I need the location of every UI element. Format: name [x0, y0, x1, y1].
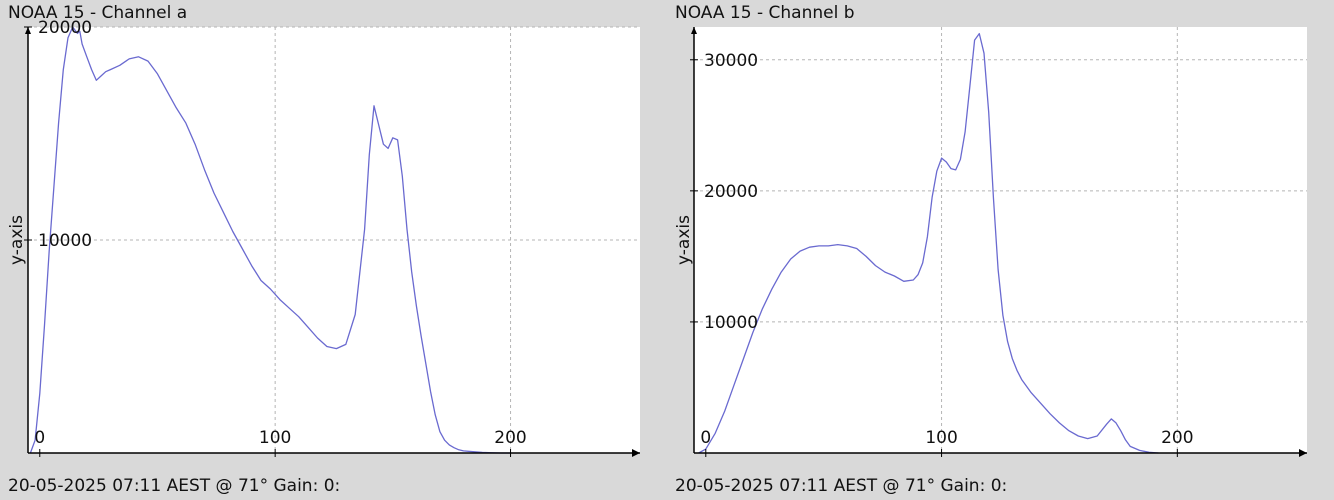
x-axis-arrow [632, 449, 640, 457]
y-tick-label: 30000 [704, 51, 758, 71]
x-tick-label: 200 [1161, 428, 1193, 448]
y-axis-arrow [25, 27, 31, 34]
chart-panel-channel-b: 0 100 200 10000 20000 30000 y-axis NOAA 15 - C… [667, 0, 1334, 500]
plot-area-channel-b: 0 100 200 10000 20000 30000 y-axis [674, 27, 1307, 457]
x-tick-label: 100 [259, 428, 291, 448]
y-axis-label: y-axis [674, 215, 694, 265]
x-tick-label: 100 [925, 428, 957, 448]
series-line [29, 26, 511, 454]
pass-info-footer: 20-05-2025 07:11 AEST @ 71° Gain: 0: [675, 476, 1008, 496]
x-tick-label: 0 [34, 428, 45, 448]
x-tick-label: 0 [700, 428, 711, 448]
y-axis-label: y-axis [7, 215, 27, 265]
pass-info-footer: 20-05-2025 07:11 AEST @ 71° Gain: 0: [8, 476, 341, 496]
y-tick-label: 20000 [704, 182, 758, 202]
x-tick-label: 200 [494, 428, 526, 448]
series-line [698, 32, 1159, 454]
chart-panel-channel-a: 0 100 200 10000 20000 y-axis NOAA 15 - Channe… [7, 3, 640, 496]
y-tick-label: 10000 [38, 231, 92, 251]
plot-background [694, 27, 1307, 453]
y-axis-arrow [691, 27, 697, 34]
plot-area-channel-a: 0 100 200 10000 20000 y-axis [7, 18, 640, 457]
x-axis-arrow [1299, 449, 1307, 457]
chart-title: NOAA 15 - Channel a [8, 3, 188, 23]
y-tick-label: 20000 [38, 18, 92, 38]
y-tick-label: 10000 [704, 313, 758, 333]
chart-title: NOAA 15 - Channel b [675, 3, 855, 23]
